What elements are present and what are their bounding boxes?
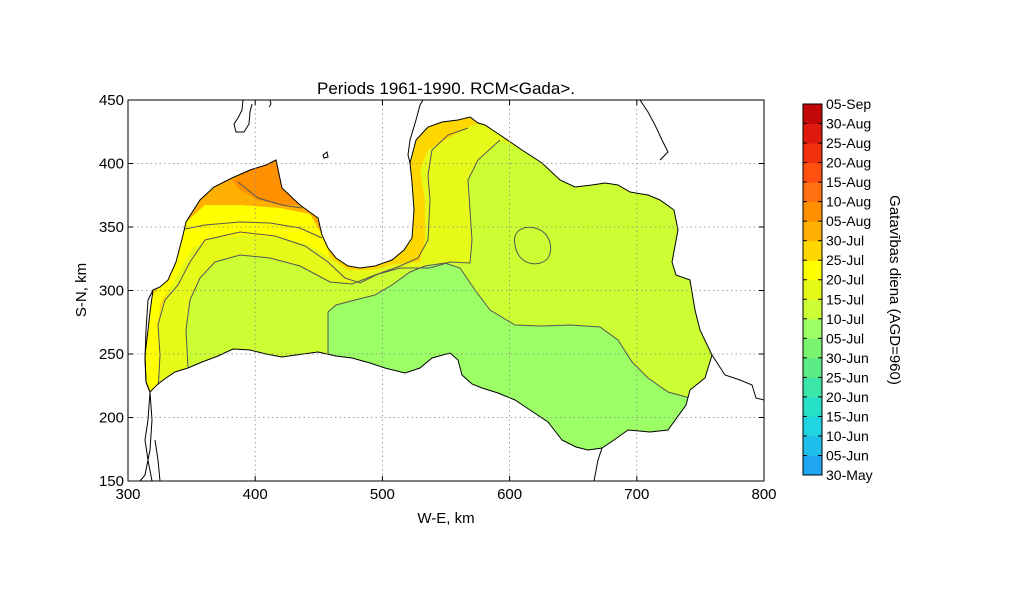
x-tick-label-300: 300 (115, 486, 140, 503)
y-tick-label-300: 300 (99, 283, 124, 300)
x-tick-label-500: 500 (370, 486, 395, 503)
coast-lithuania (144, 391, 153, 481)
colorbar-label-05-Jul: 05-Jul (826, 330, 864, 346)
colorbar-segment-9 (803, 279, 822, 300)
x-axis-label: W-E, km (417, 510, 474, 527)
colorbar-segment-14 (803, 182, 822, 203)
x-tick-labels: 300 400 500 600 700 800 (115, 486, 776, 503)
coast-kurzeme-west (139, 289, 154, 481)
colorbar-segment-11 (803, 240, 822, 261)
contour-line-25-jul (157, 127, 469, 393)
y-tick-label-150: 150 (99, 473, 124, 490)
colorbar-label-10-Jul: 10-Jul (826, 311, 864, 327)
colorbar-label-15-Aug: 15-Aug (826, 174, 871, 190)
island-outline-left (233, 100, 253, 133)
colorbar-label: Gatavības diena (AGD=960) (886, 195, 903, 385)
colorbar-segment-7 (803, 318, 822, 339)
colorbar-segment-2 (803, 416, 822, 437)
colorbar-segment-10 (803, 260, 822, 281)
colorbar-segment-13 (803, 201, 822, 222)
colorbar-segment-6 (803, 338, 822, 359)
x-tick-label-800: 800 (751, 486, 776, 503)
axis-ticks (127, 99, 765, 482)
coast-north-estonia (407, 100, 424, 164)
colorbar-label-30-Aug: 30-Aug (826, 116, 871, 132)
colorbar-label-25-Jun: 25-Jun (826, 369, 869, 385)
colorbar-label-30-May: 30-May (826, 467, 873, 483)
colorbar-label-10-Jun: 10-Jun (826, 428, 869, 444)
colorbar-label-25-Jul: 25-Jul (826, 252, 864, 268)
y-tick-label-450: 450 (99, 92, 124, 109)
contour-line-20-jul (185, 139, 501, 369)
y-axis-label: S-N, km (73, 263, 90, 317)
contour-region-10-jul (328, 263, 690, 450)
colorbar-label-30-Jun: 30-Jun (826, 350, 869, 366)
chart-title: Periods 1961-1990. RCM<Gada>. (317, 79, 575, 98)
coast-russia (711, 354, 764, 401)
colorbar-label-05-Jun: 05-Jun (826, 447, 869, 463)
colorbar-segment-4 (803, 377, 822, 398)
colorbar-label-20-Jul: 20-Jul (826, 272, 864, 288)
colorbar-label-05-Aug: 05-Aug (826, 213, 871, 229)
y-tick-label-200: 200 (99, 410, 124, 427)
colorbar-segment-5 (803, 357, 822, 378)
colorbar-label-10-Aug: 10-Aug (826, 194, 871, 210)
coast-belarus (593, 447, 603, 481)
island-small-left (268, 100, 272, 108)
coast-south (154, 439, 161, 481)
colorbar-segment-1 (803, 435, 822, 456)
colorbar-segment-16 (803, 143, 822, 164)
colorbar: 30-May 05-Jun 10-Jun 15-Jun 20-Jun 25-Jun 30-J… (802, 96, 873, 483)
coastlines (139, 100, 764, 481)
colorbar-segment-12 (803, 221, 822, 242)
colorbar-label-15-Jun: 15-Jun (826, 408, 869, 424)
x-tick-label-400: 400 (243, 486, 268, 503)
contour-line-island-20-jul (513, 226, 552, 265)
y-tick-label-350: 350 (99, 219, 124, 236)
x-tick-label-600: 600 (497, 486, 522, 503)
contour-line-15-jul (327, 262, 691, 399)
colorbar-segment-17 (803, 123, 822, 144)
y-tick-label-250: 250 (99, 346, 124, 363)
colorbar-segment-3 (803, 396, 822, 417)
colorbar-label-05-Sep: 05-Sep (826, 96, 871, 112)
colorbar-frame (802, 103, 823, 476)
colorbar-label-25-Aug: 25-Aug (826, 135, 871, 151)
colorbar-label-30-Jul: 30-Jul (826, 233, 864, 249)
colorbar-label-20-Jun: 20-Jun (826, 389, 869, 405)
colorbar-segment-18 (803, 104, 822, 125)
colorbar-label-15-Jul: 15-Jul (826, 291, 864, 307)
contour-region-10-aug (232, 160, 300, 205)
grid-lines (128, 100, 764, 481)
colorbar-label-20-Aug: 20-Aug (826, 155, 871, 171)
islet (322, 151, 329, 159)
y-tick-labels: 150 200 250 300 350 400 450 (99, 92, 124, 490)
colorbar-segment-0 (803, 455, 822, 476)
colorbar-segment-15 (803, 162, 822, 183)
colorbar-segment-8 (803, 299, 822, 320)
y-tick-label-400: 400 (99, 156, 124, 173)
coast-estonia-east (639, 100, 669, 161)
contour-line-10-aug (237, 181, 303, 209)
x-tick-label-700: 700 (624, 486, 649, 503)
